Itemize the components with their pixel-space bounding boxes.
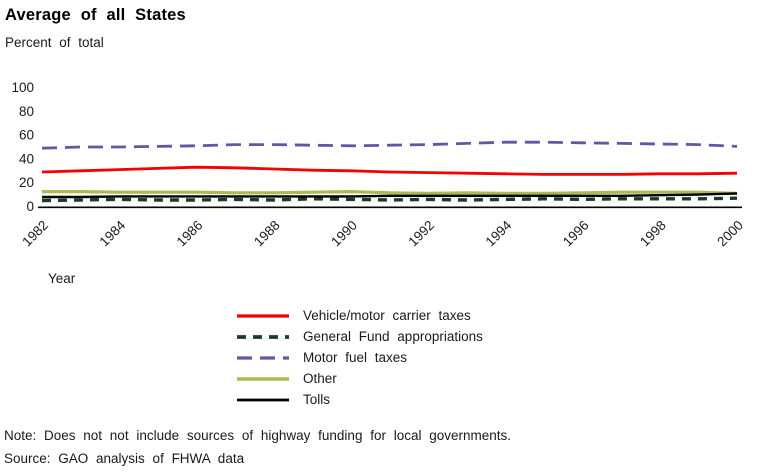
x-tick-label: 1986 <box>174 218 206 250</box>
y-tick-label: 0 <box>26 199 34 214</box>
legend-swatch-tolls-line <box>237 398 289 401</box>
chart-title: Average of all States <box>5 6 186 24</box>
legend-item-other: Other <box>236 368 483 389</box>
x-tick-label: 1996 <box>560 218 592 250</box>
x-tick-label: 1990 <box>328 218 360 250</box>
y-tick-label: 80 <box>19 104 34 119</box>
legend-item-tolls: Tolls <box>236 389 483 410</box>
y-tick-label: 60 <box>19 128 34 143</box>
x-tick-label: 2000 <box>714 218 746 250</box>
legend-item-general-fund-appropriations: General Fund appropriations <box>236 326 483 347</box>
series-line-tolls <box>42 192 738 199</box>
y-tick-label: 100 <box>11 80 34 95</box>
legend-swatch-vehicle-motor-carrier-taxes-line <box>237 313 289 318</box>
legend-label: Other <box>303 371 337 386</box>
legend-label: Tolls <box>303 392 331 407</box>
x-axis-label: Year <box>48 271 76 286</box>
legend-label: Motor fuel taxes <box>303 350 408 365</box>
legend-label: Vehicle/motor carrier taxes <box>303 308 471 323</box>
x-tick-label: 1984 <box>96 217 128 249</box>
x-tick-label: 1988 <box>251 218 283 250</box>
legend-swatch-motor-fuel-taxes-line <box>237 355 289 360</box>
source-text: Source: GAO analysis of FHWA data <box>4 451 245 466</box>
y-tick-label: 40 <box>19 151 34 166</box>
legend-swatch-other-line <box>237 376 289 381</box>
x-tick-label: 1982 <box>19 218 51 250</box>
note-text: Note: Does not not include sources of hi… <box>4 428 512 443</box>
chart-subtitle: Percent of total <box>5 35 104 50</box>
y-tick-label: 20 <box>19 175 34 190</box>
x-tick-label: 1998 <box>637 218 669 250</box>
series-line-general-fund-appropriations <box>41 196 738 203</box>
series-line-vehicle-motor-carrier-taxes <box>41 165 738 176</box>
series-line-motor-fuel-taxes <box>41 140 738 150</box>
series-line-other <box>42 189 738 196</box>
x-tick-label: 1992 <box>405 218 437 250</box>
legend-item-motor-fuel-taxes: Motor fuel taxes <box>236 347 483 368</box>
legend-swatch-general-fund-appropriations-line <box>237 334 289 339</box>
legend: Vehicle/motor carrier taxes General Fund … <box>236 305 483 410</box>
plot-area: 0 20 40 60 80 100 1982 1984 1986 1988 1990 1992 1994… <box>11 80 746 250</box>
x-tick-label: 1994 <box>483 217 515 249</box>
legend-item-vehicle-motor-carrier-taxes: Vehicle/motor carrier taxes <box>236 305 483 326</box>
legend-label: General Fund appropriations <box>303 329 483 344</box>
